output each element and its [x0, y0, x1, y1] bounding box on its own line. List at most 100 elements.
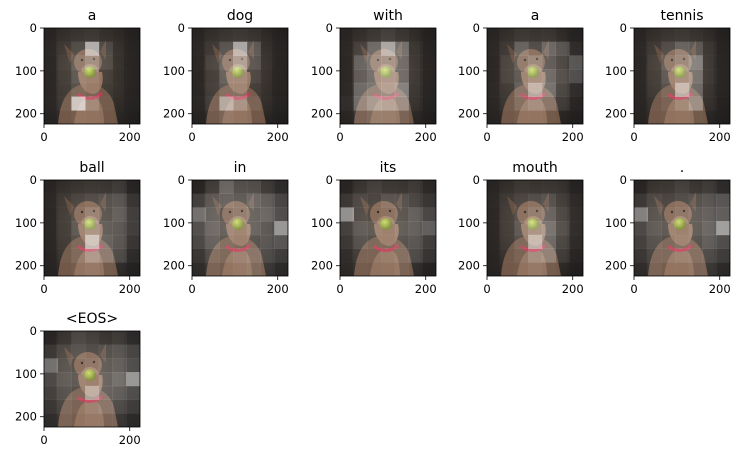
- attention-cell: [353, 96, 368, 111]
- attention-cell: [408, 28, 423, 43]
- attention-cell: [381, 28, 396, 43]
- attention-cell: [514, 96, 529, 111]
- attention-cell: [688, 96, 703, 111]
- attention-cell: [422, 69, 436, 83]
- attention-cell: [541, 96, 556, 111]
- attention-cell: [367, 207, 382, 222]
- attention-cell: [716, 180, 731, 195]
- attention-cell: [702, 82, 717, 97]
- panel-title: in: [234, 160, 247, 176]
- attention-cell: [233, 96, 248, 111]
- attention-cell: [528, 28, 543, 43]
- attention-cell: [675, 262, 690, 277]
- attention-cell: [192, 193, 207, 208]
- attention-cell: [340, 41, 355, 56]
- attention-cell: [205, 110, 220, 125]
- attention-cell: [569, 207, 584, 222]
- attention-cell: [688, 28, 703, 43]
- attention-cell: [353, 28, 368, 43]
- attention-cell: [500, 180, 515, 195]
- x-tick-label: 200: [415, 130, 437, 144]
- attention-cell: [71, 248, 86, 263]
- attention-cell: [112, 331, 127, 346]
- y-tick-label: 200: [163, 259, 185, 273]
- attention-cell: [340, 110, 355, 125]
- attention-cell: [85, 55, 100, 70]
- attention-cell: [219, 28, 234, 43]
- attention-cell: [340, 193, 355, 208]
- attention-cell: [126, 234, 141, 249]
- attention-cell: [274, 69, 288, 83]
- attention-cell: [44, 69, 58, 83]
- attention-cell: [44, 262, 58, 276]
- attention-cell: [716, 42, 730, 56]
- attention-cell: [702, 69, 717, 84]
- attention-cell: [57, 28, 72, 43]
- y-tick-label: 200: [15, 259, 37, 273]
- attention-cell: [500, 207, 515, 222]
- x-tick-label: 0: [40, 433, 47, 447]
- attention-cell: [381, 193, 396, 208]
- attention-cell: [126, 28, 140, 42]
- attention-cell: [702, 234, 717, 249]
- attention-cell: [367, 28, 382, 43]
- attention-cell: [246, 110, 261, 125]
- attention-cell: [233, 207, 248, 222]
- attention-cell: [541, 180, 556, 195]
- attention-cell: [85, 193, 100, 208]
- attention-cell: [569, 55, 584, 70]
- x-tick-label: 200: [119, 433, 141, 447]
- attention-cell: [57, 221, 72, 236]
- attention-cell: [647, 41, 662, 56]
- attention-cell: [647, 55, 662, 70]
- attention-cell: [528, 69, 543, 84]
- attention-cell: [98, 385, 113, 400]
- x-tick-label: 0: [630, 282, 637, 296]
- attention-cell: [98, 110, 113, 125]
- attention-cell: [126, 110, 140, 124]
- attention-cell: [71, 41, 86, 56]
- attention-cell: [233, 262, 248, 277]
- attention-cell: [233, 28, 248, 43]
- attention-cell: [555, 180, 570, 195]
- attention-cell: [71, 82, 86, 97]
- attention-cell: [569, 248, 584, 263]
- attention-cell: [528, 207, 543, 222]
- attention-cell: [367, 262, 382, 277]
- attention-cell: [98, 262, 113, 277]
- attention-cell: [716, 69, 730, 83]
- attention-cell: [112, 262, 127, 277]
- attention-cell: [716, 248, 731, 263]
- attention-cell: [675, 248, 690, 263]
- attention-cell: [569, 234, 584, 249]
- attention-cell: [126, 42, 140, 56]
- attention-cell: [340, 82, 355, 97]
- attention-cell: [408, 248, 423, 263]
- attention-cell: [408, 41, 423, 56]
- attention-cell: [394, 82, 409, 97]
- attention-cell: [367, 193, 382, 208]
- attention-cell: [57, 248, 72, 263]
- attention-cell: [367, 110, 382, 125]
- x-tick-label: 200: [709, 282, 731, 296]
- attention-cell: [353, 55, 368, 70]
- attention-cell: [647, 262, 662, 277]
- attention-cell: [98, 69, 113, 84]
- attention-cell: [57, 41, 72, 56]
- attention-cell: [661, 180, 676, 195]
- attention-cell: [44, 28, 58, 42]
- attention-cell: [514, 110, 529, 125]
- attention-cell: [675, 193, 690, 208]
- attention-cell: [353, 180, 368, 195]
- attention-cell: [634, 262, 649, 277]
- attention-cell: [408, 180, 423, 195]
- attention-cell: [126, 69, 140, 83]
- attention-cell: [71, 110, 86, 125]
- attention-cell: [556, 110, 570, 124]
- attention-cell: [112, 221, 127, 236]
- attention-cell: [647, 248, 662, 263]
- y-tick-label: 0: [30, 324, 37, 338]
- attention-cell: [113, 97, 127, 111]
